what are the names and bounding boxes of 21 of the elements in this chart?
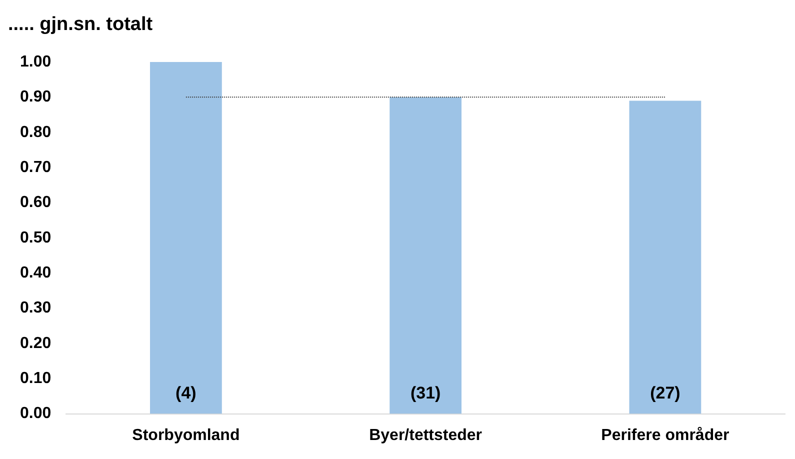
x-tick-label: Perifere områder [601, 426, 730, 444]
y-tick-label: 0.10 [20, 370, 52, 388]
bar [150, 62, 222, 414]
y-tick-label: 0.60 [20, 194, 52, 212]
y-tick-label: 0.90 [20, 88, 52, 106]
bar [629, 100, 702, 414]
x-tick-label: Storbyomland [132, 426, 240, 444]
x-tick-label: Byer/tettsteder [369, 426, 482, 444]
y-tick-label: 1.00 [20, 53, 52, 70]
y-tick-label: 0.00 [20, 405, 52, 422]
annotation: (31) [410, 383, 441, 402]
annotation: (4) [176, 383, 196, 402]
y-tick-label: 0.20 [20, 334, 52, 352]
chart-title: ..... gjn.sn. totalt [8, 14, 153, 36]
y-tick-label: 0.40 [20, 264, 52, 282]
y-tick-label: 0.50 [20, 229, 52, 246]
y-tick-label: 0.70 [20, 158, 52, 176]
bar [390, 97, 462, 414]
y-tick-label: 0.30 [20, 300, 52, 317]
annotation: (27) [650, 383, 680, 402]
y-tick-label: 0.80 [20, 124, 52, 141]
